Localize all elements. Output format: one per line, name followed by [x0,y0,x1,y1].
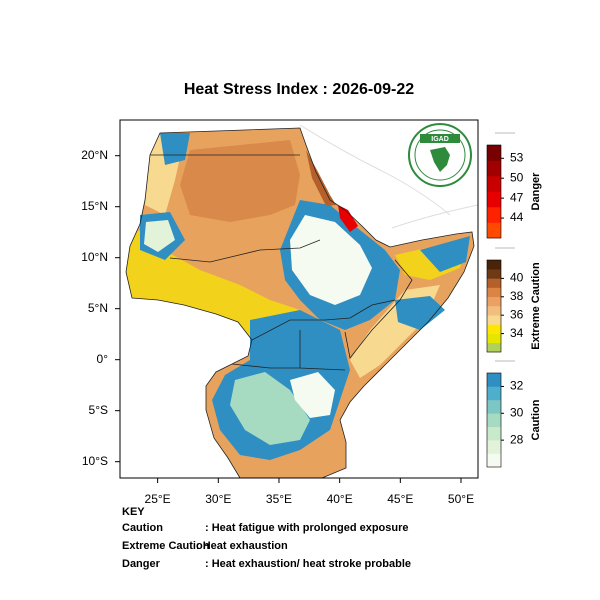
colorbar-segment [487,399,501,414]
colorbar-segment [487,160,501,177]
colorbar-segment [487,207,501,223]
colorbar-segment [487,306,501,316]
colorbar-name: Extreme Caution [530,262,542,350]
colorbar-tick-label: 32 [510,379,524,393]
colorbar-frame [486,372,502,468]
colorbar-tick-label: 28 [510,432,524,446]
key-term: Extreme Caution [122,540,210,552]
colorbar-tick-label: 38 [510,289,524,303]
key-term: Danger [122,558,161,570]
colorbar-name: Caution [530,399,542,440]
colorbar-segment [487,315,501,325]
y-tick-label: 5°N [88,301,108,315]
x-tick-label: 40°E [327,492,353,506]
x-tick-label: 30°E [205,492,231,506]
y-tick-label: 10°N [81,250,108,264]
colorbar-segment [487,269,501,279]
plot-frame [119,119,479,479]
key-description: : Heat exhaustion/ heat stroke probable [205,558,411,570]
colorbar-tick-label: 34 [510,326,524,340]
y-tick-label: 5°S [89,403,108,417]
x-tick-label: 50°E [448,492,474,506]
colorbar-segment [487,260,501,270]
colorbar-segment [487,413,501,428]
colorbar-tick-label: 36 [510,307,524,321]
colorbar-segment [487,324,501,334]
colorbar-segment [487,222,501,239]
x-tick-label: 35°E [266,492,292,506]
y-tick-label: 15°N [81,199,108,213]
colorbar-segment [487,145,501,161]
key-term: Caution [122,522,163,534]
colorbar-segment [487,453,501,468]
y-tick-label: 10°S [82,454,108,468]
colorbar-frame [486,259,502,353]
y-tick-label: 20°N [81,148,108,162]
colorbar-segment [487,440,501,454]
colorbar-segment [487,278,501,288]
key: KEY Caution : Heat fatigue with prolonged… [122,506,411,570]
colorbar-segment [487,191,501,208]
map-area [120,120,478,478]
key-heading: KEY [122,506,145,518]
colorbar-tick-label: 47 [510,190,524,204]
colorbar-segment [487,373,501,387]
x-tick-label: 45°E [387,492,413,506]
colorbar-segment [487,426,501,441]
colorbar-tick-label: 44 [510,210,524,224]
key-description: : Heat fatigue with prolonged exposure [205,522,409,534]
key-description: : Heat exhaustion [196,540,288,552]
logo-text: IGAD [431,136,449,143]
colorbar-segment [487,287,501,298]
colorbar-segment [487,342,501,353]
x-tick-label: 25°E [145,492,171,506]
colorbar-segment [487,176,501,192]
map-title: Heat Stress Index : 2026-09-22 [184,81,414,98]
colorbar-tick-label: 50 [510,170,524,184]
colorbar-tick-label: 40 [510,271,524,285]
colorbar-tick-label: 30 [510,405,524,419]
colorbar-name: Danger [530,172,542,211]
colorbar-segment [487,386,501,401]
colorbar-tick-label: 53 [510,150,524,164]
y-tick-label: 0° [97,352,109,366]
colorbar-segment [487,333,501,344]
logo: IGAD [408,123,472,187]
colorbar-segment [487,296,501,307]
colorbar-frame [486,144,502,239]
